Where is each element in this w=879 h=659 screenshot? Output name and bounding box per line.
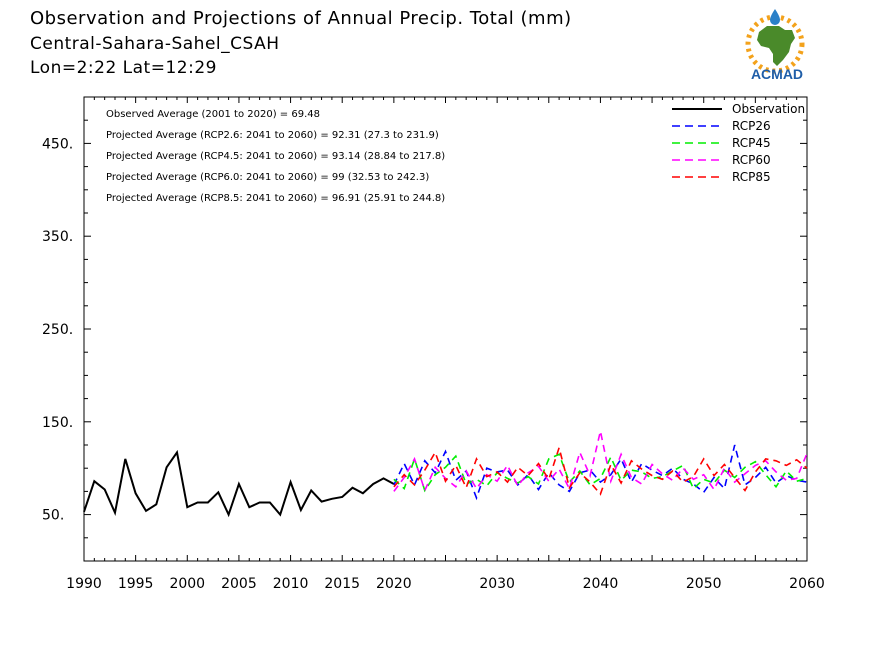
series-rcp45-line xyxy=(393,453,808,493)
region-name: Central-Sahara-Sahel_CSAH xyxy=(30,34,280,54)
x-tick-label: 2020 xyxy=(376,576,412,592)
x-tick-label: 1990 xyxy=(66,576,102,592)
stat-line: Observed Average (2001 to 2020) = 69.48 xyxy=(106,109,320,120)
stat-line: Projected Average (RCP6.0: 2041 to 2060)… xyxy=(106,172,429,183)
legend-label: RCP60 xyxy=(732,153,771,167)
chart-title: Observation and Projections of Annual Pr… xyxy=(30,8,572,29)
water-drop-icon xyxy=(770,9,780,25)
x-tick-label: 2010 xyxy=(273,576,309,592)
x-tick-label: 2005 xyxy=(221,576,257,592)
x-tick-label: 1995 xyxy=(118,576,154,592)
series-layer xyxy=(83,430,808,518)
stats-box: Observed Average (2001 to 2020) = 69.48 P… xyxy=(106,109,445,204)
coordinates-label: Lon=2:22 Lat=12:29 xyxy=(30,58,217,78)
series-rcp26-line xyxy=(393,444,808,501)
acmad-logo: ACMAD xyxy=(745,9,805,82)
legend: Observation RCP26 RCP45 RCP60 RCP85 xyxy=(672,102,805,184)
x-tick-label: 2050 xyxy=(686,576,722,592)
stat-line: Projected Average (RCP2.6: 2041 to 2060)… xyxy=(106,130,439,141)
y-tick-label: 350. xyxy=(42,229,73,245)
legend-label: RCP85 xyxy=(732,170,771,184)
y-tick-label: 450. xyxy=(42,136,73,152)
y-tick-label: 50. xyxy=(42,508,64,524)
legend-label: RCP26 xyxy=(732,119,771,133)
x-tick-label: 2030 xyxy=(479,576,515,592)
stat-line: Projected Average (RCP8.5: 2041 to 2060)… xyxy=(106,193,445,204)
plot-axes: 1990 1995 2000 2005 2010 2015 2020 2030 2040 2050… xyxy=(42,96,825,592)
x-tick-label: 2000 xyxy=(169,576,205,592)
y-tick-label: 250. xyxy=(42,322,73,338)
series-rcp85-line xyxy=(393,444,808,496)
stat-line: Projected Average (RCP4.5: 2041 to 2060)… xyxy=(106,151,445,162)
x-tick-label: 2040 xyxy=(583,576,619,592)
logo-wordmark: ACMAD xyxy=(751,66,803,82)
x-tick-label: 2060 xyxy=(789,576,825,592)
legend-label: Observation xyxy=(732,102,805,116)
y-tick-label: 150. xyxy=(42,415,73,431)
series-observation-line xyxy=(83,449,395,518)
x-tick-label: 2015 xyxy=(324,576,360,592)
series-rcp60-line xyxy=(393,430,808,493)
legend-label: RCP45 xyxy=(732,136,771,150)
africa-icon xyxy=(757,26,795,66)
plot-frame xyxy=(83,96,808,562)
